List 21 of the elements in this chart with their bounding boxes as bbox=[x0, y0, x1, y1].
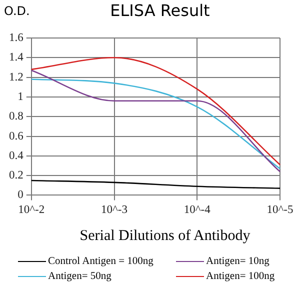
legend-label: Antigen= 10ng bbox=[206, 256, 270, 267]
y-tick-label: 1.4 bbox=[9, 52, 24, 64]
y-tick-label: 0.6 bbox=[9, 130, 24, 142]
x-tick-label: 10^-2 bbox=[18, 204, 45, 216]
y-tick-label: 0.4 bbox=[9, 150, 24, 162]
y-tick-label: 0 bbox=[18, 189, 24, 202]
chart-title: ELISA Result bbox=[110, 1, 210, 20]
y-tick-label: 0.8 bbox=[9, 110, 24, 123]
line-series bbox=[30, 180, 281, 189]
y-tick-label: 1.2 bbox=[9, 71, 24, 84]
x-tick-label: 10^-5 bbox=[266, 204, 294, 216]
legend-label: Antigen= 100ng bbox=[206, 271, 275, 282]
y-tick-label: 1.6 bbox=[9, 32, 24, 44]
x-tick-label: 10^-3 bbox=[101, 204, 128, 216]
x-tick-label: 10^-4 bbox=[184, 204, 211, 216]
legend-label: Antigen= 50ng bbox=[48, 271, 112, 282]
y-tick-label: 0.2 bbox=[9, 170, 24, 182]
x-axis-title: Serial Dilutions of Antibody bbox=[78, 228, 252, 245]
legend-label: Control Antigen = 100ng bbox=[48, 256, 154, 267]
y-tick-label: 1 bbox=[18, 90, 24, 103]
y-axis-title: O.D. bbox=[4, 4, 30, 18]
